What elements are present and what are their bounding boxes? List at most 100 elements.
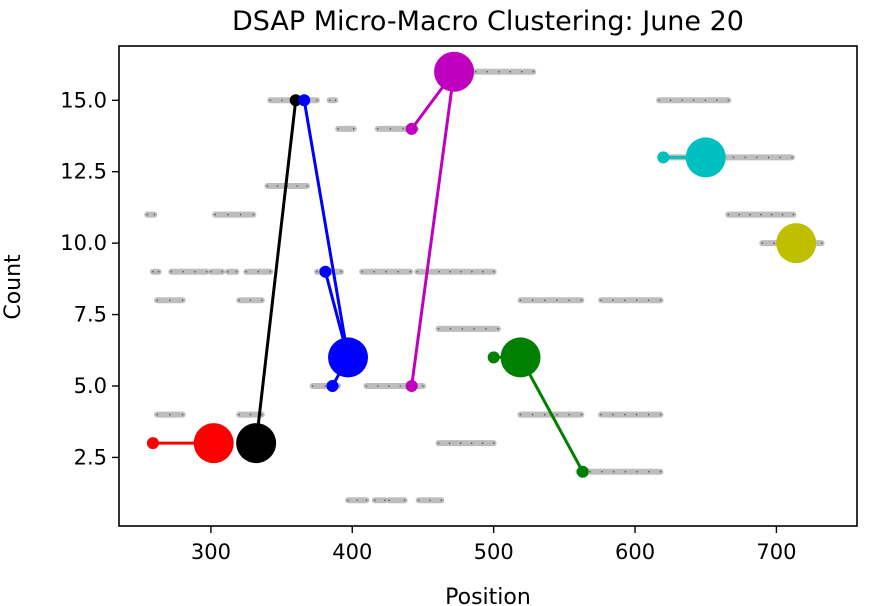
background-point <box>409 270 412 273</box>
y-axis-title: Count <box>1 254 26 320</box>
micro-cluster-point <box>289 94 302 107</box>
background-point <box>481 270 484 273</box>
y-tick-label: 12.5 <box>60 160 107 184</box>
background-point <box>324 385 327 387</box>
micro-cluster-point <box>576 465 589 478</box>
background-point <box>681 99 683 102</box>
background-point <box>580 299 583 302</box>
x-tick-label: 600 <box>615 540 655 564</box>
background-point <box>580 413 583 416</box>
background-point <box>635 413 638 416</box>
macro-cluster-point <box>434 51 475 92</box>
background-point <box>659 413 662 416</box>
background-point <box>388 499 390 502</box>
background-point <box>249 413 252 416</box>
background-point <box>519 413 522 416</box>
background-point <box>715 99 718 102</box>
background-point <box>624 413 626 416</box>
background-point <box>781 213 784 216</box>
macro-cluster-point <box>236 423 277 464</box>
background-point <box>738 213 740 216</box>
background-point <box>486 70 489 73</box>
background-point <box>727 99 730 102</box>
background-point <box>249 299 252 302</box>
background-point <box>306 185 308 187</box>
background-point <box>612 299 614 302</box>
macro-cluster-point <box>328 337 369 378</box>
background-point <box>636 470 638 473</box>
background-point <box>767 156 770 159</box>
background-point <box>635 299 638 302</box>
background-point <box>214 213 216 216</box>
background-point <box>347 499 349 502</box>
background-point <box>459 442 462 444</box>
background-point <box>471 270 473 273</box>
background-point <box>311 385 314 387</box>
background-point <box>238 413 240 416</box>
background-point <box>156 413 158 416</box>
background-point <box>744 156 746 159</box>
background-point <box>169 299 171 302</box>
background-point <box>376 385 379 387</box>
background-point <box>181 413 184 416</box>
background-point <box>727 213 730 216</box>
background-point <box>647 299 650 302</box>
micro-cluster-point <box>298 94 311 107</box>
background-point <box>568 299 570 302</box>
background-point <box>257 270 260 273</box>
background-point <box>337 128 339 130</box>
background-point <box>276 185 279 187</box>
chart-title: DSAP Micro-Macro Clustering: June 20 <box>232 6 744 37</box>
background-point <box>169 413 171 416</box>
micro-cluster-point <box>405 122 418 135</box>
background-point <box>568 413 570 416</box>
background-point <box>266 185 269 187</box>
background-point <box>791 156 793 159</box>
background-point <box>402 128 404 130</box>
background-point <box>146 213 149 216</box>
background-point <box>383 499 386 502</box>
background-point <box>388 385 390 387</box>
background-point <box>252 213 255 216</box>
background-point <box>296 185 298 187</box>
micro-cluster-point <box>326 380 339 392</box>
background-point <box>227 270 229 273</box>
background-point <box>227 213 229 216</box>
background-point <box>205 270 208 273</box>
background-point <box>612 413 614 416</box>
x-axis-title: Position <box>445 585 531 606</box>
background-point <box>416 270 419 273</box>
background-point <box>438 270 440 273</box>
background-point <box>235 270 238 273</box>
background-point <box>470 442 473 444</box>
background-point <box>770 213 773 216</box>
link-line <box>302 100 350 358</box>
background-point <box>245 270 248 273</box>
background-point <box>365 499 368 502</box>
y-tick-label: 2.5 <box>74 445 107 469</box>
background-point <box>153 213 156 216</box>
background-point <box>260 299 263 302</box>
background-point <box>182 270 184 273</box>
background-point <box>181 299 184 302</box>
background-point <box>600 299 602 302</box>
background-point <box>328 99 331 102</box>
plot-frame <box>118 45 858 527</box>
background-point <box>157 270 160 273</box>
background-point <box>417 499 420 502</box>
background-point <box>449 270 451 273</box>
background-point <box>374 499 376 502</box>
background-point <box>316 270 318 273</box>
background-point <box>492 442 495 444</box>
background-point <box>732 156 735 159</box>
background-point <box>519 299 522 302</box>
background-point <box>260 413 263 416</box>
y-tick-label: 10.0 <box>60 231 107 255</box>
background-point <box>669 99 672 102</box>
background-point <box>749 213 751 216</box>
background-point <box>647 413 650 416</box>
y-tick-label: 7.5 <box>74 303 107 327</box>
background-point <box>761 242 764 244</box>
background-point <box>316 99 318 102</box>
